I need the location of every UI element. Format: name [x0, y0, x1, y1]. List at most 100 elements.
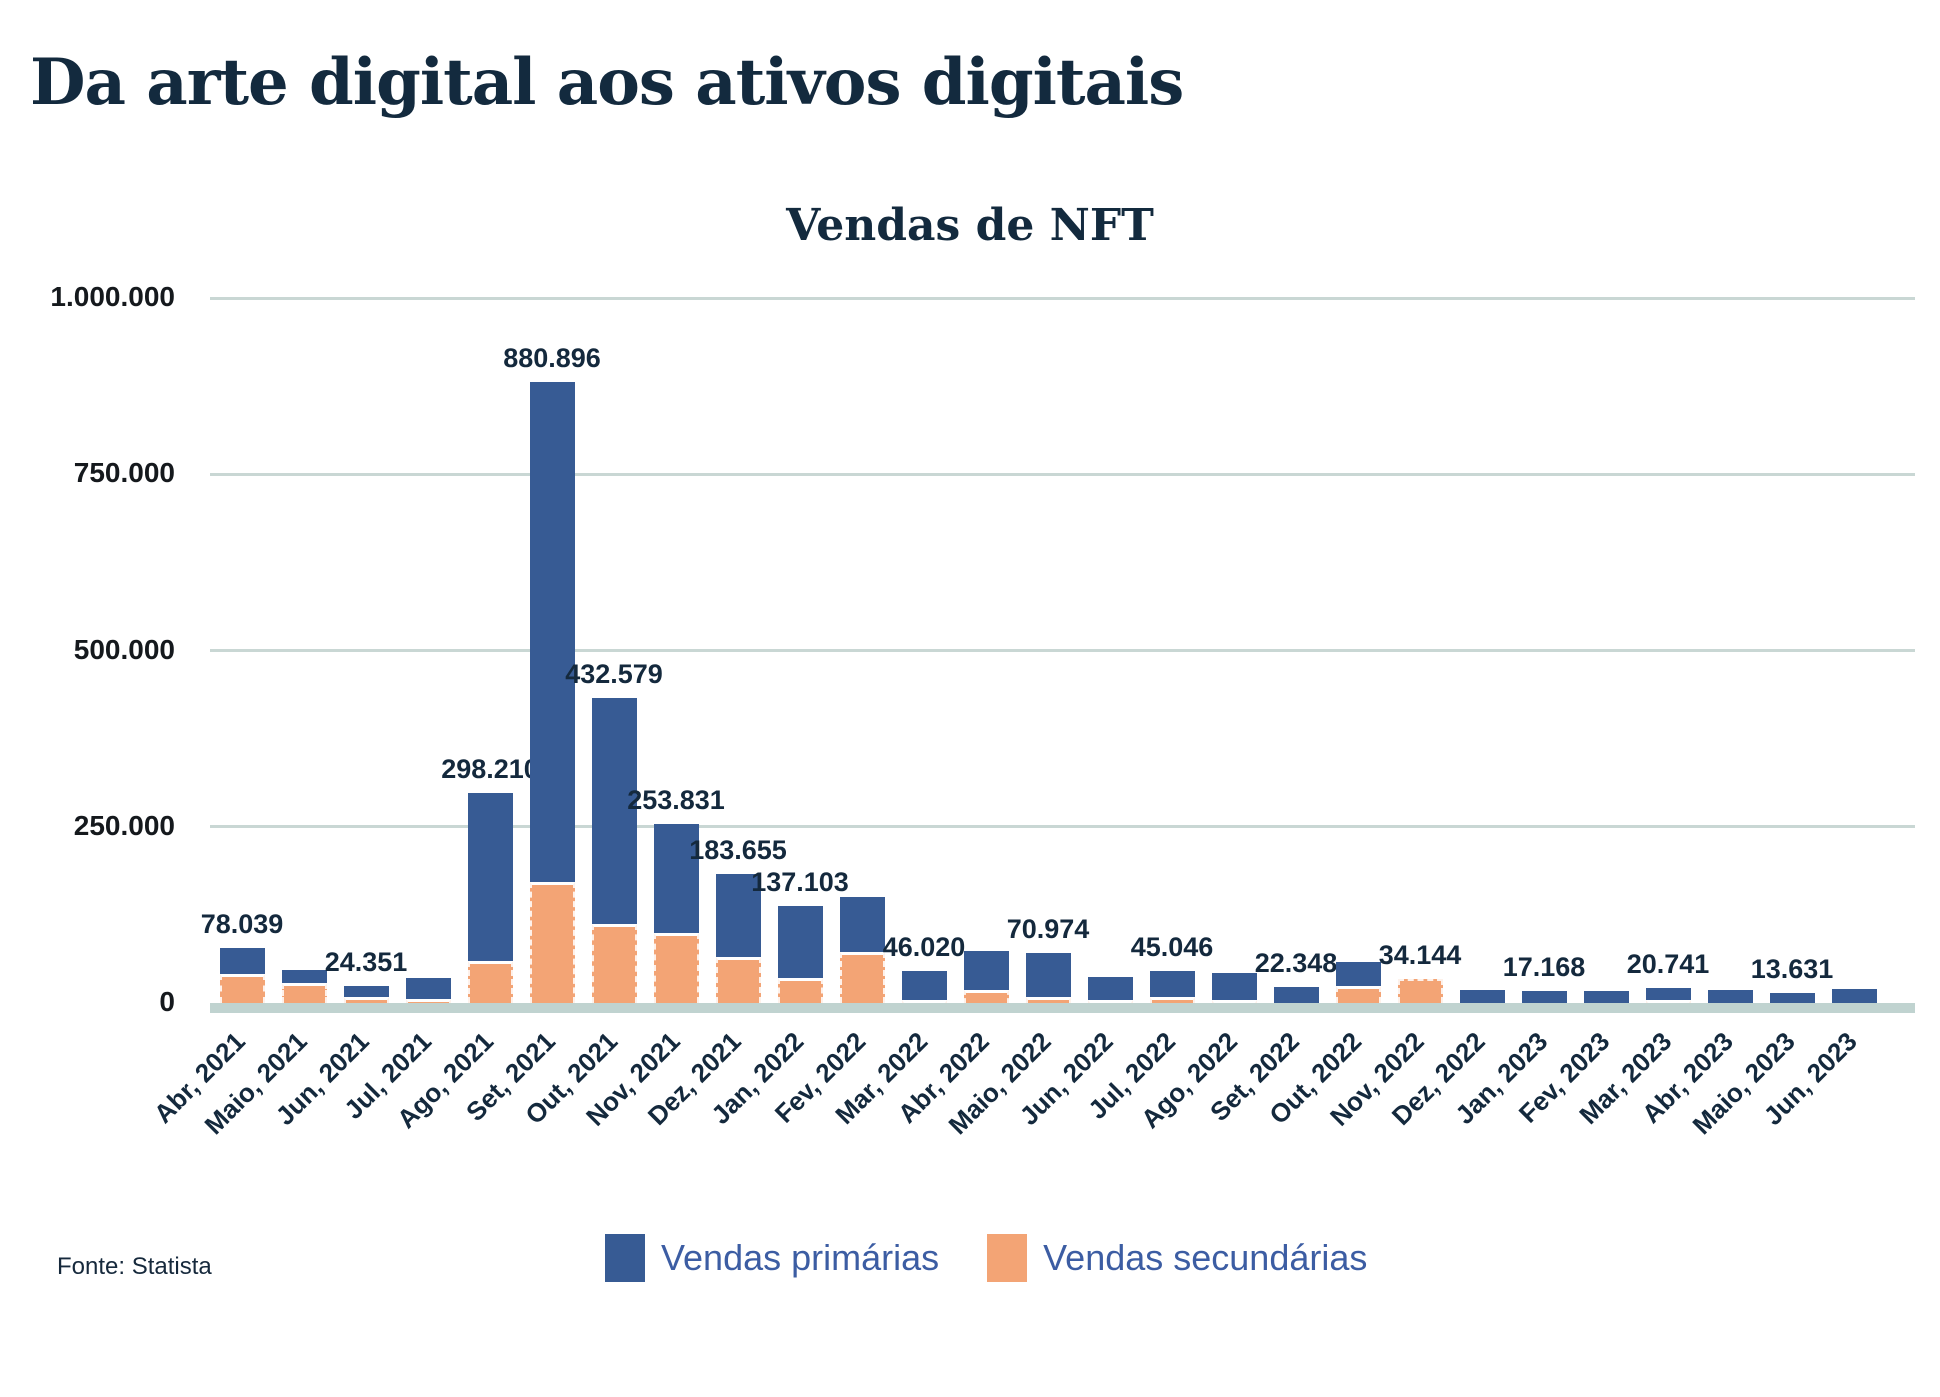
bar — [529, 382, 575, 1003]
bar-segment-primary — [1707, 990, 1753, 1003]
bar — [1583, 990, 1629, 1003]
bar-segment-secondary — [715, 956, 761, 1003]
bar-segment-primary — [1025, 953, 1071, 998]
plot-area: 78.039 24.351 298.210 880.896 432.579 253.831… — [201, 296, 1915, 1003]
x-axis-label: Set, 2021 — [460, 1026, 562, 1127]
x-axis-label: Mar, 2023 — [1573, 1026, 1678, 1131]
bar-segment-secondary — [1645, 1000, 1691, 1003]
bar-segment-primary — [281, 969, 327, 983]
bar — [1273, 987, 1319, 1003]
bar-segment-secondary — [529, 881, 575, 1003]
bar — [591, 698, 637, 1003]
bar-segment-secondary — [405, 998, 451, 1003]
bar-segment-secondary — [219, 974, 265, 1003]
x-axis-label: Dez, 2022 — [1386, 1026, 1492, 1132]
bar — [1459, 990, 1505, 1003]
bar-segment-primary — [1335, 962, 1381, 987]
bar-segment-primary — [963, 950, 1009, 990]
y-axis-label: 1.000.000 — [50, 281, 175, 312]
bar-segment-secondary — [1087, 1000, 1133, 1003]
bar — [777, 906, 823, 1003]
bar — [1645, 988, 1691, 1003]
bar-segment-primary — [1273, 987, 1319, 1003]
bar-segment-secondary — [1149, 996, 1195, 1003]
bar — [653, 824, 699, 1003]
gridline — [210, 649, 1915, 652]
bar-value-label: 45.046 — [1130, 932, 1214, 963]
x-axis-label: Maio, 2023 — [1687, 1026, 1802, 1141]
bar — [1769, 993, 1815, 1003]
bar-value-label: 24.351 — [324, 946, 408, 977]
bar-segment-primary — [405, 977, 451, 999]
bar-segment-primary — [839, 896, 885, 952]
x-axis-label: Ago, 2022 — [1135, 1026, 1244, 1135]
bar-segment-secondary — [777, 977, 823, 1003]
x-axis-label: Mar, 2022 — [829, 1026, 934, 1131]
bar-segment-primary — [1645, 988, 1691, 1000]
x-axis-line — [210, 1003, 1915, 1013]
bar-segment-primary — [1831, 989, 1877, 1003]
legend-label-primary: Vendas primárias — [661, 1237, 940, 1278]
y-axis-label: 250.000 — [73, 809, 175, 841]
bar-segment-primary — [1459, 990, 1505, 1003]
x-axis-label: Jan, 2023 — [1449, 1026, 1554, 1131]
x-axis-label: Nov, 2022 — [1323, 1026, 1430, 1132]
bar-segment-secondary — [1211, 1000, 1257, 1003]
y-axis-label: 750.000 — [73, 457, 175, 489]
y-axis-label: 500.000 — [73, 633, 175, 665]
bar — [343, 985, 389, 1003]
x-axis-label: Out, 2021 — [519, 1026, 624, 1130]
x-axis-label: Maio, 2021 — [199, 1026, 314, 1141]
bar — [1397, 978, 1443, 1003]
bar-segment-secondary — [1397, 978, 1443, 1003]
bar-segment-primary — [1583, 990, 1629, 1003]
x-axis-label: Abr, 2022 — [892, 1026, 996, 1129]
bar-value-label: 253.831 — [627, 785, 725, 815]
bar-segment-primary — [529, 382, 575, 882]
bar — [467, 792, 513, 1003]
bar-segment-secondary — [653, 933, 699, 1003]
bar-value-label: 17.168 — [1502, 951, 1586, 982]
bar-segment-primary — [467, 792, 513, 961]
x-axis-label: Fev, 2023 — [1512, 1026, 1616, 1129]
bar-segment-primary — [591, 698, 637, 924]
x-axis-label: Jun, 2021 — [270, 1026, 376, 1132]
bar-segment-secondary — [467, 960, 513, 1003]
bar — [219, 948, 265, 1003]
bar — [1211, 972, 1257, 1003]
bar — [901, 970, 947, 1003]
x-axis-label: Set, 2022 — [1204, 1026, 1306, 1127]
chart-title: Vendas de NFT — [786, 200, 1154, 251]
bar-value-label: 298.210 — [441, 753, 539, 784]
bar-value-label: 20.741 — [1626, 949, 1710, 980]
bar-value-label: 22.348 — [1254, 948, 1338, 979]
x-axis-label: Fev, 2022 — [768, 1026, 872, 1129]
bar-segment-primary — [653, 824, 699, 934]
x-axis-label: Jun, 2023 — [1758, 1026, 1864, 1132]
x-axis-label: Dez, 2021 — [642, 1026, 748, 1132]
bar-segment-secondary — [1335, 986, 1381, 1003]
bar-segment-primary — [1521, 990, 1567, 1003]
bar-value-label: 137.103 — [751, 867, 849, 898]
legend-item-secondary: Vendas secundárias — [987, 1234, 1367, 1282]
bar-value-label: 78.039 — [200, 909, 284, 939]
bar — [839, 896, 885, 1003]
bar-segment-primary — [1769, 993, 1815, 1003]
bar-segment-secondary — [343, 996, 389, 1003]
bar — [963, 950, 1009, 1003]
bar-segment-secondary — [839, 951, 885, 1003]
bar-segment-primary — [219, 948, 265, 975]
bar-segment-primary — [777, 906, 823, 978]
bar-value-label: 70.974 — [1006, 914, 1090, 944]
bar — [1025, 953, 1071, 1003]
bar-value-label: 432.579 — [565, 659, 663, 689]
x-axis-label: Ago, 2021 — [391, 1026, 500, 1135]
legend-item-primary: Vendas primárias — [605, 1234, 939, 1282]
legend-swatch-primary-icon — [605, 1234, 645, 1282]
x-axis-label: Nov, 2021 — [579, 1026, 686, 1132]
bar — [1831, 989, 1877, 1003]
x-axis-label: Abr, 2021 — [148, 1026, 252, 1129]
bar-value-label: 13.631 — [1750, 954, 1834, 985]
legend: Vendas primárias Vendas secundárias — [605, 1234, 1367, 1282]
